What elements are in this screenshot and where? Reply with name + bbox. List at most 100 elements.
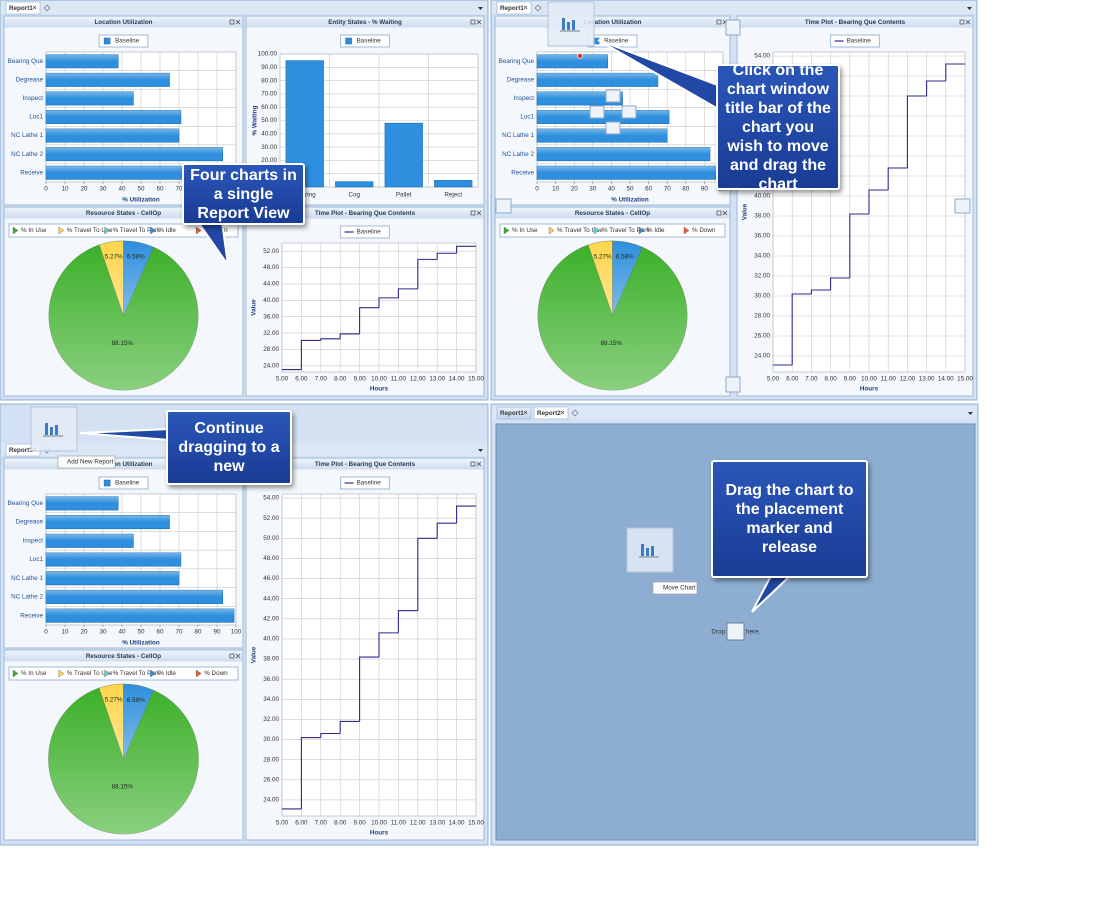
chart-title: Time Plot - Bearing Que Contents <box>805 19 906 26</box>
line-step <box>945 63 965 81</box>
drag-preview <box>626 527 674 573</box>
line-step <box>397 610 418 633</box>
tab-close[interactable] <box>523 5 528 10</box>
x-tick-label: 15.00 <box>957 376 973 383</box>
dock-marker[interactable] <box>621 105 637 119</box>
restore-button[interactable] <box>470 210 476 216</box>
placement-marker[interactable] <box>726 622 745 641</box>
y-tick-label: 80.00 <box>261 77 277 84</box>
title-bar[interactable] <box>495 207 730 219</box>
legend-swatch <box>104 669 110 678</box>
drop-text: Drop <box>711 629 725 636</box>
legend-label: % Travel To Use <box>557 227 603 234</box>
tab[interactable] <box>496 1 532 15</box>
legend-swatch <box>12 226 19 235</box>
restore-button[interactable] <box>959 19 965 25</box>
tab-menu[interactable] <box>968 412 973 415</box>
restore-button[interactable] <box>229 19 235 25</box>
drag-icon-bar <box>646 548 649 556</box>
category-label: Receive <box>511 169 534 176</box>
bar <box>335 181 374 188</box>
close-button[interactable] <box>476 461 482 467</box>
title-bar[interactable] <box>4 16 243 28</box>
dock-marker[interactable] <box>589 105 605 119</box>
x-tick-label: 30 <box>99 186 107 193</box>
tab-label: Report1 <box>500 5 524 12</box>
new-tab-button[interactable] <box>43 4 51 12</box>
dock-marker[interactable] <box>605 89 621 103</box>
legend-box <box>98 476 149 490</box>
tooltip-label: Move Chart <box>663 585 696 592</box>
title-bar[interactable] <box>495 16 730 28</box>
x-tick-label: 100 <box>231 629 242 636</box>
legend-swatch <box>593 226 600 235</box>
tab-close[interactable] <box>523 410 528 415</box>
tab-close[interactable] <box>32 5 37 10</box>
category-label: Reject <box>444 192 462 199</box>
restore-button[interactable] <box>470 19 476 25</box>
x-tick-label: 10 <box>552 186 560 193</box>
x-tick-label: 13.00 <box>919 376 935 383</box>
close-button[interactable] <box>965 19 971 25</box>
close-button[interactable] <box>235 19 241 25</box>
tab-close[interactable] <box>560 410 565 415</box>
legend-swatch <box>58 669 65 678</box>
x-tick-label: 6.00 <box>295 376 308 383</box>
new-tab-button[interactable] <box>534 4 542 12</box>
close-button[interactable] <box>235 653 241 659</box>
y-tick-label: 36.00 <box>263 676 279 683</box>
bar-shine <box>537 73 658 80</box>
y-tick-label: 54.00 <box>754 53 770 60</box>
line-step <box>417 258 438 289</box>
y-tick-label: 30.00 <box>261 144 277 151</box>
close-button[interactable] <box>476 210 482 216</box>
dock-edge-marker[interactable] <box>954 198 971 214</box>
restore-button[interactable] <box>470 461 476 467</box>
y-tick-label: 50.00 <box>263 535 279 542</box>
title-bar[interactable] <box>4 650 243 662</box>
restore-button[interactable] <box>716 19 722 25</box>
x-tick-label: 13.00 <box>429 376 445 383</box>
tab-label: Report1 <box>9 447 33 454</box>
line-step <box>791 293 812 365</box>
bar <box>384 122 423 188</box>
title-bar[interactable] <box>246 16 484 28</box>
y-tick-label: 42.00 <box>263 615 279 622</box>
x-tick-label: 14.00 <box>449 820 465 827</box>
dock-edge-marker[interactable] <box>725 376 741 393</box>
tooltip <box>652 581 698 595</box>
close-button[interactable] <box>722 210 728 216</box>
title-bar[interactable] <box>4 207 243 219</box>
title-bar[interactable] <box>246 207 484 219</box>
legend-label: % Travel To Park <box>113 227 161 234</box>
bar-shine <box>46 166 235 173</box>
dock-edge-marker[interactable] <box>495 198 512 214</box>
new-tab-button[interactable] <box>571 409 579 417</box>
title-bar[interactable] <box>246 458 484 470</box>
close-button[interactable] <box>476 19 482 25</box>
dock-edge-marker[interactable] <box>725 19 741 36</box>
tab[interactable] <box>5 1 41 15</box>
category-label: Degrease <box>16 77 44 84</box>
y-tick-label: 24.00 <box>263 363 279 370</box>
restore-button[interactable] <box>716 210 722 216</box>
x-tick-label: 50 <box>137 186 145 193</box>
dock-marker[interactable] <box>605 121 621 135</box>
y-tick-label: 60.00 <box>261 104 277 111</box>
slice-shine <box>99 683 124 759</box>
tab[interactable] <box>496 406 532 420</box>
y-tick-label: 46.00 <box>263 575 279 582</box>
x-tick-label: 13.00 <box>429 820 445 827</box>
restore-button[interactable] <box>229 653 235 659</box>
tab[interactable] <box>533 406 569 420</box>
tab-menu[interactable] <box>478 7 483 10</box>
tab-menu[interactable] <box>967 7 972 10</box>
line-step <box>339 333 360 339</box>
title-bar[interactable] <box>4 458 243 470</box>
y-tick-label: 50.00 <box>261 117 277 124</box>
title-bar[interactable] <box>737 16 973 28</box>
tab-menu[interactable] <box>478 449 483 452</box>
slice-shine <box>612 240 643 316</box>
